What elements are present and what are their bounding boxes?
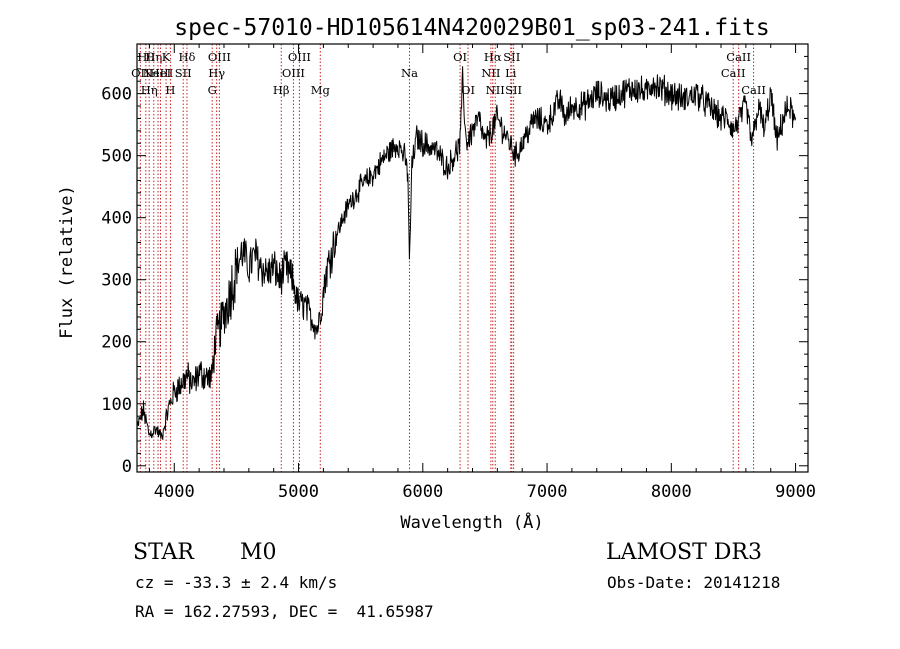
spectrum-line (136, 66, 797, 441)
line-marker-label-13: Hβ (273, 83, 290, 97)
line-markers: OIIHθHηHηNeIIIHeIKHSIIHδGHγOIIIHβOIIIOII… (131, 44, 766, 472)
plot-axes: 4000 5000 6000 7000 8000 9000 0 100 200 300 400 500… (101, 43, 816, 502)
x-tick-label-3: 7000 (527, 482, 568, 502)
line-marker-label-25: SII (505, 83, 522, 97)
line-marker-label-22: NII (486, 83, 505, 97)
y-tick-label-4: 400 (101, 209, 132, 229)
x-tick-label-0: 4000 (154, 482, 195, 502)
spectral-subclass: M0 (240, 540, 277, 565)
x-tick-label-5: 9000 (775, 482, 816, 502)
line-marker-label-11: Hγ (208, 66, 225, 80)
line-marker-label-24: SII (503, 50, 520, 64)
line-marker-label-16: Mg (311, 83, 331, 97)
y-tick-label-1: 100 (101, 395, 132, 415)
y-tick-label-6: 600 (101, 85, 132, 105)
line-marker-label-14: OIII (282, 66, 305, 80)
line-marker-label-23: Li (505, 66, 517, 80)
line-marker-label-7: H (165, 83, 175, 97)
line-marker-label-6: K (162, 50, 171, 64)
line-marker-label-19: OI (461, 83, 475, 97)
line-marker-label-3: Hη (145, 50, 162, 64)
chart-title: spec-57010-HD105614N420029B01_sp03-241.f… (174, 15, 769, 41)
y-axis-label: Flux (relative) (57, 185, 77, 339)
line-marker-label-18: OI (453, 50, 467, 64)
redshift-text: cz = -33.3 ± 2.4 km/s (135, 573, 338, 592)
line-marker-label-10: G (208, 83, 217, 97)
line-marker-label-0: OII (131, 66, 150, 80)
line-marker-label-2: Hη (141, 83, 158, 97)
line-marker-label-20: NII (481, 66, 500, 80)
line-marker-label-21: Hα (484, 50, 502, 64)
line-marker-label-1: Hθ (137, 50, 154, 64)
coordinates-text: RA = 162.27593, DEC = 41.65987 (135, 602, 434, 621)
object-class: STAR (133, 540, 194, 565)
x-tick-label-4: 8000 (651, 482, 692, 502)
line-marker-label-17: Na (401, 66, 418, 80)
y-tick-label-5: 500 (101, 147, 132, 167)
line-marker-label-26: CaII (721, 66, 746, 80)
x-axis-label: Wavelength (Å) (400, 511, 543, 533)
line-marker-label-27: CaII (726, 50, 751, 64)
line-marker-label-9: Hδ (178, 50, 195, 64)
y-tick-label-2: 200 (101, 333, 132, 353)
y-tick-label-0: 0 (122, 457, 132, 477)
line-marker-label-8: SII (175, 66, 192, 80)
y-tick-label-3: 300 (101, 271, 132, 291)
line-marker-label-12: OIII (208, 50, 231, 64)
survey-name: LAMOST DR3 (606, 540, 762, 565)
line-marker-label-15: OIII (288, 50, 311, 64)
x-tick-label-1: 5000 (278, 482, 319, 502)
spectrum-series (136, 66, 797, 441)
spectrum-plot: spec-57010-HD105614N420029B01_sp03-241.f… (57, 15, 816, 533)
x-tick-label-2: 6000 (402, 482, 443, 502)
obs-date-text: Obs-Date: 20141218 (607, 573, 781, 592)
line-marker-label-28: CaII (741, 83, 766, 97)
line-marker-label-5: HeI (150, 66, 171, 80)
